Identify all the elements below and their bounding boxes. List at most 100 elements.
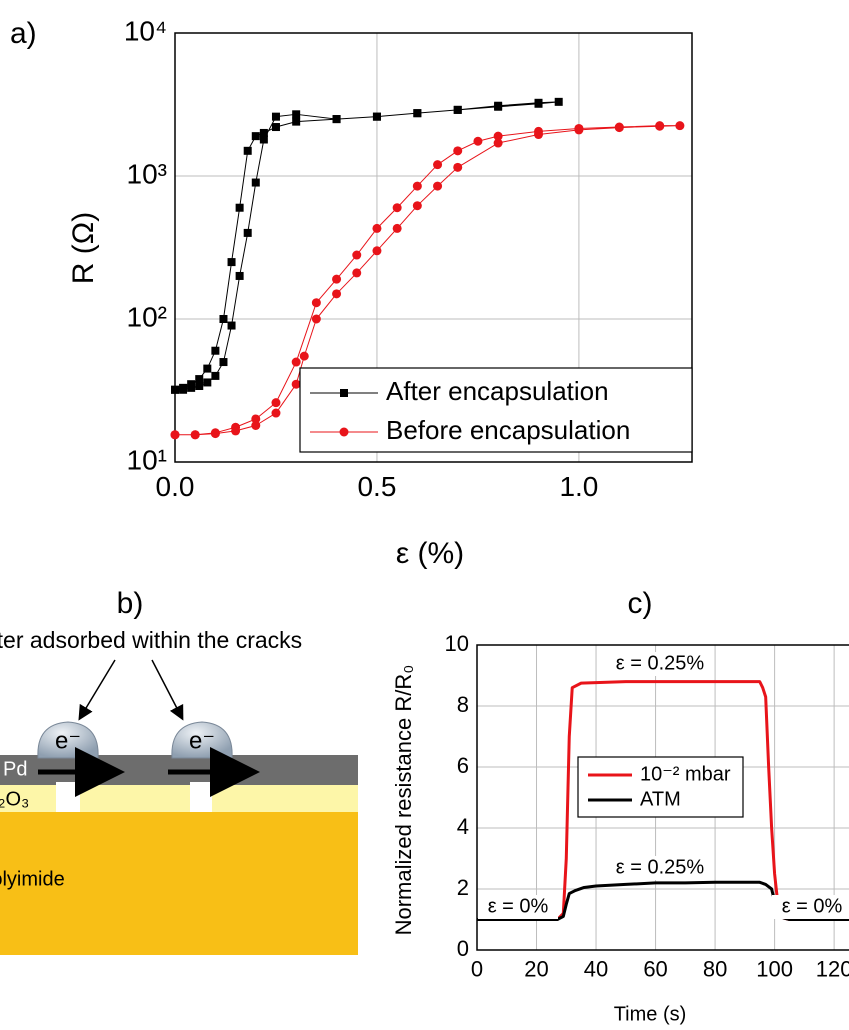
marker — [453, 146, 463, 156]
y-tick-label: 2 — [457, 875, 469, 900]
x-axis-label: Time (s) — [614, 1003, 687, 1025]
crack — [56, 782, 80, 812]
y-tick-label: 4 — [457, 814, 469, 839]
marker — [372, 246, 382, 256]
x-tick-label: 0.0 — [156, 471, 195, 502]
marker — [554, 97, 563, 106]
legend-label: 10⁻² mbar — [640, 763, 731, 785]
annotation: ε = 0% — [782, 895, 843, 917]
annotation-bg — [772, 895, 849, 919]
marker — [219, 358, 228, 367]
y-axis-label: R (Ω) — [67, 212, 100, 284]
marker — [534, 130, 544, 140]
y-axis-label: Normalized resistance R/R₀ — [391, 665, 416, 936]
marker — [614, 123, 624, 133]
layer-label: Pd — [3, 758, 27, 780]
marker — [235, 203, 244, 212]
axis-line — [476, 644, 849, 951]
electron-label: e⁻ — [189, 727, 215, 754]
y-tick-label: 10¹ — [127, 444, 167, 475]
marker — [392, 203, 402, 213]
marker — [195, 381, 204, 390]
marker — [292, 110, 301, 119]
marker — [171, 385, 179, 394]
chart: a) 10¹ 10² 10³ 10⁴ 0.0 0.5 1.0 ε (%) R (Ω) After e… — [10, 15, 693, 570]
panel-label: b) — [117, 587, 144, 620]
marker — [271, 398, 281, 408]
legend-label: After encapsulation — [386, 376, 609, 406]
annotation-bg — [478, 895, 558, 919]
crack — [190, 782, 212, 812]
marker — [311, 314, 321, 324]
marker — [271, 123, 280, 132]
layer-label: Polyimide — [0, 868, 65, 890]
marker — [655, 121, 665, 131]
y-tick-label: 0 — [457, 936, 469, 961]
x-tick-label: 100 — [756, 957, 793, 982]
marker — [574, 125, 584, 135]
marker — [190, 430, 200, 440]
x-tick-label: 1.0 — [559, 471, 598, 502]
marker — [251, 420, 261, 430]
marker — [291, 357, 301, 367]
marker — [179, 385, 188, 394]
marker — [271, 408, 281, 418]
marker — [332, 289, 342, 299]
annotation: ε = 0.25% — [616, 652, 705, 674]
x-tick-label: 80 — [703, 957, 727, 982]
marker — [493, 138, 503, 148]
marker — [299, 351, 309, 361]
marker — [243, 228, 252, 237]
electron-label: e⁻ — [55, 727, 81, 754]
marker — [235, 271, 244, 280]
marker — [211, 371, 220, 380]
pointer — [78, 659, 116, 721]
marker — [433, 160, 443, 170]
marker — [227, 321, 236, 330]
marker — [211, 346, 220, 355]
y-tick-label: 10² — [127, 301, 167, 332]
marker — [292, 117, 301, 126]
marker — [231, 426, 241, 436]
marker — [243, 146, 252, 155]
y-tick-label: 10⁴ — [124, 15, 167, 46]
diagram: b) Water adsorbed within the cracks e⁻ e… — [0, 587, 358, 955]
annotation: ε = 0% — [488, 895, 549, 917]
panel-label: a) — [10, 17, 37, 50]
marker — [187, 383, 196, 392]
marker — [352, 268, 362, 278]
legend-marker — [339, 427, 349, 437]
y-tick-label: 8 — [457, 692, 469, 717]
legend-marker — [340, 389, 348, 397]
marker — [332, 115, 341, 124]
marker — [332, 274, 342, 284]
annotation: ε = 0.25% — [616, 856, 705, 878]
marker — [170, 430, 180, 440]
legend-box — [299, 367, 693, 453]
y-tick-label: 10 — [445, 631, 469, 656]
marker — [412, 181, 422, 191]
y-tick-label: 10³ — [127, 158, 167, 189]
marker — [195, 375, 204, 384]
caption: Water adsorbed within the cracks — [0, 627, 302, 653]
marker — [219, 315, 228, 323]
marker — [203, 364, 212, 373]
y-tick-label: 6 — [457, 753, 469, 778]
marker — [453, 162, 463, 172]
marker — [493, 131, 503, 141]
marker — [259, 135, 268, 144]
x-tick-label: 60 — [643, 957, 667, 982]
x-tick-label: 0.5 — [357, 471, 396, 502]
x-tick-label: 40 — [584, 957, 608, 982]
panel-label: c) — [628, 587, 653, 620]
plot-frame — [174, 32, 693, 463]
marker — [311, 298, 321, 308]
marker — [372, 223, 382, 233]
legend-box — [577, 756, 744, 818]
marker — [675, 121, 685, 131]
marker — [433, 181, 443, 191]
marker — [412, 201, 422, 211]
marker — [372, 112, 381, 121]
